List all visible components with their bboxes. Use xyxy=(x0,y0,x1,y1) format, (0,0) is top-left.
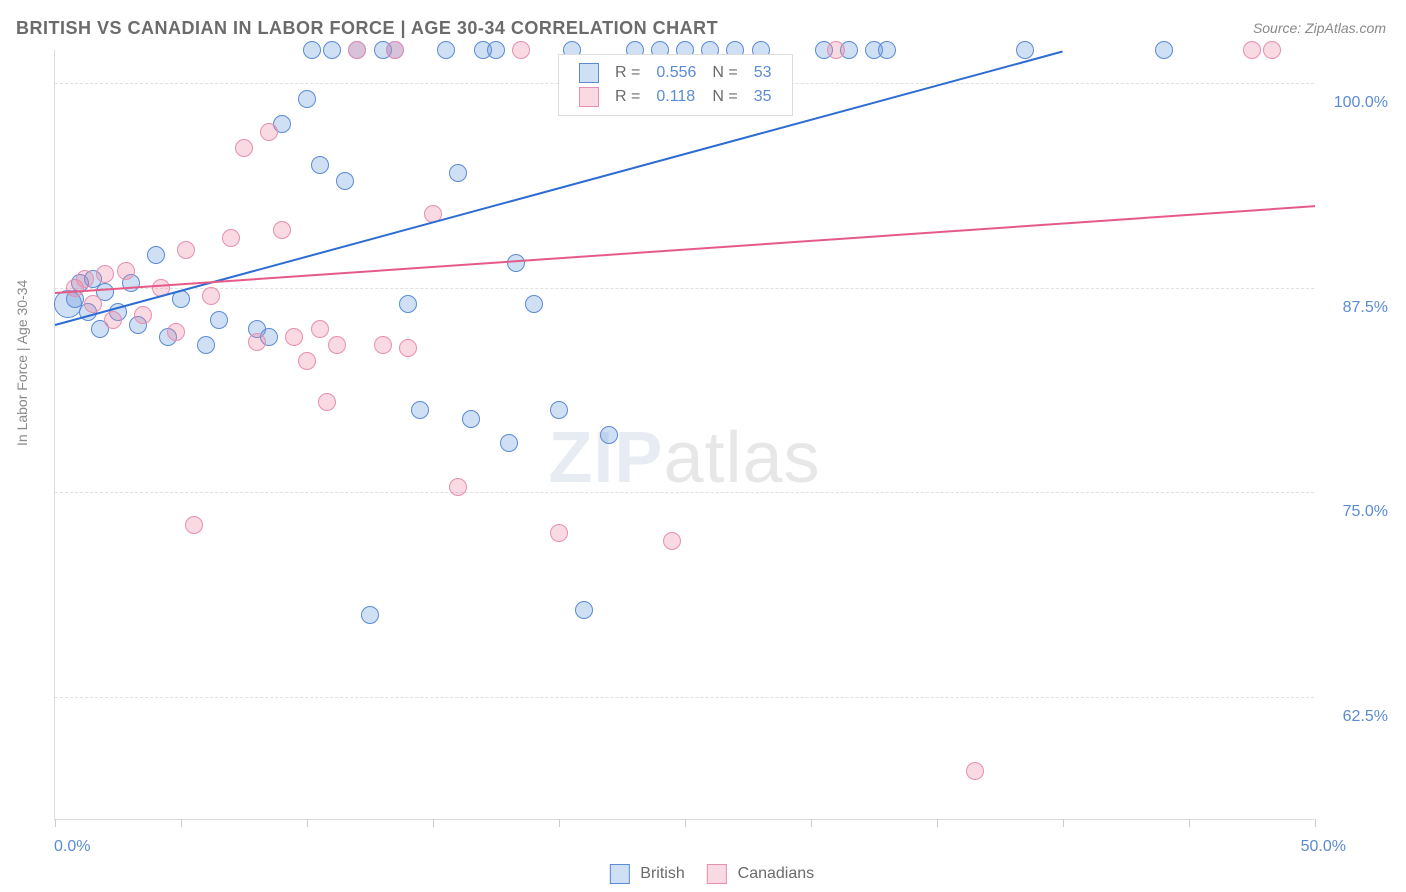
gridline-h xyxy=(55,697,1314,698)
scatter-point xyxy=(134,306,152,324)
scatter-point xyxy=(248,333,266,351)
y-tick-label: 62.5% xyxy=(1343,708,1388,726)
scatter-point xyxy=(96,265,114,283)
x-tick xyxy=(433,819,434,827)
scatter-point xyxy=(260,123,278,141)
scatter-point xyxy=(487,41,505,59)
scatter-point xyxy=(197,336,215,354)
scatter-point xyxy=(167,323,185,341)
scatter-point xyxy=(437,41,455,59)
scatter-point xyxy=(411,401,429,419)
chart-title: BRITISH VS CANADIAN IN LABOR FORCE | AGE… xyxy=(16,18,718,39)
scatter-point xyxy=(449,164,467,182)
scatter-point xyxy=(878,41,896,59)
scatter-point xyxy=(84,295,102,313)
gridline-h xyxy=(55,288,1314,289)
scatter-point xyxy=(399,339,417,357)
scatter-point xyxy=(361,606,379,624)
scatter-point xyxy=(273,221,291,239)
scatter-point xyxy=(298,90,316,108)
y-tick-label: 87.5% xyxy=(1343,299,1388,317)
scatter-point xyxy=(318,393,336,411)
x-tick xyxy=(685,819,686,827)
scatter-point xyxy=(386,41,404,59)
x-tick-label: 0.0% xyxy=(54,838,90,856)
scatter-point xyxy=(500,434,518,452)
scatter-point xyxy=(147,246,165,264)
scatter-point xyxy=(399,295,417,313)
scatter-point xyxy=(348,41,366,59)
scatter-point xyxy=(336,172,354,190)
scatter-point xyxy=(202,287,220,305)
scatter-point xyxy=(210,311,228,329)
legend-label-canadians: Canadians xyxy=(738,865,815,882)
x-tick xyxy=(55,819,56,827)
correlation-legend: R =0.556N =53R =0.118N =35 xyxy=(558,54,793,116)
scatter-point xyxy=(966,762,984,780)
y-tick-label: 75.0% xyxy=(1343,503,1388,521)
watermark-light: atlas xyxy=(663,418,820,498)
scatter-point xyxy=(462,410,480,428)
x-tick xyxy=(1063,819,1064,827)
scatter-point xyxy=(235,139,253,157)
scatter-point xyxy=(600,426,618,444)
x-tick xyxy=(559,819,560,827)
scatter-point xyxy=(1016,41,1034,59)
x-tick xyxy=(1189,819,1190,827)
x-tick-label: 50.0% xyxy=(1301,838,1346,856)
scatter-point xyxy=(285,328,303,346)
scatter-point xyxy=(374,336,392,354)
y-tick-label: 100.0% xyxy=(1334,94,1388,112)
scatter-point xyxy=(104,311,122,329)
scatter-point xyxy=(663,532,681,550)
y-axis-label: In Labor Force | Age 30-34 xyxy=(14,280,30,446)
scatter-point xyxy=(575,601,593,619)
scatter-point xyxy=(550,401,568,419)
x-tick xyxy=(811,819,812,827)
watermark: ZIPatlas xyxy=(548,417,820,499)
scatter-point xyxy=(222,229,240,247)
scatter-point xyxy=(311,156,329,174)
scatter-point xyxy=(303,41,321,59)
x-tick xyxy=(307,819,308,827)
scatter-point xyxy=(1155,41,1173,59)
scatter-point xyxy=(185,516,203,534)
scatter-point xyxy=(827,41,845,59)
gridline-h xyxy=(55,492,1314,493)
legend-bottom: British Canadians xyxy=(592,864,814,884)
scatter-point xyxy=(507,254,525,272)
plot-area: ZIPatlas xyxy=(54,50,1314,820)
scatter-point xyxy=(550,524,568,542)
scatter-point xyxy=(177,241,195,259)
scatter-point xyxy=(449,478,467,496)
scatter-point xyxy=(76,270,94,288)
scatter-point xyxy=(1243,41,1261,59)
scatter-point xyxy=(323,41,341,59)
scatter-point xyxy=(117,262,135,280)
x-tick xyxy=(181,819,182,827)
scatter-point xyxy=(525,295,543,313)
legend-swatch-canadians xyxy=(707,864,727,884)
scatter-point xyxy=(512,41,530,59)
scatter-point xyxy=(311,320,329,338)
source-credit: Source: ZipAtlas.com xyxy=(1253,20,1386,36)
trend-line xyxy=(55,206,1315,295)
legend-swatch-british xyxy=(610,864,630,884)
legend-label-british: British xyxy=(640,865,684,882)
x-tick xyxy=(937,819,938,827)
scatter-point xyxy=(328,336,346,354)
scatter-point xyxy=(298,352,316,370)
x-tick xyxy=(1315,819,1316,827)
scatter-point xyxy=(1263,41,1281,59)
